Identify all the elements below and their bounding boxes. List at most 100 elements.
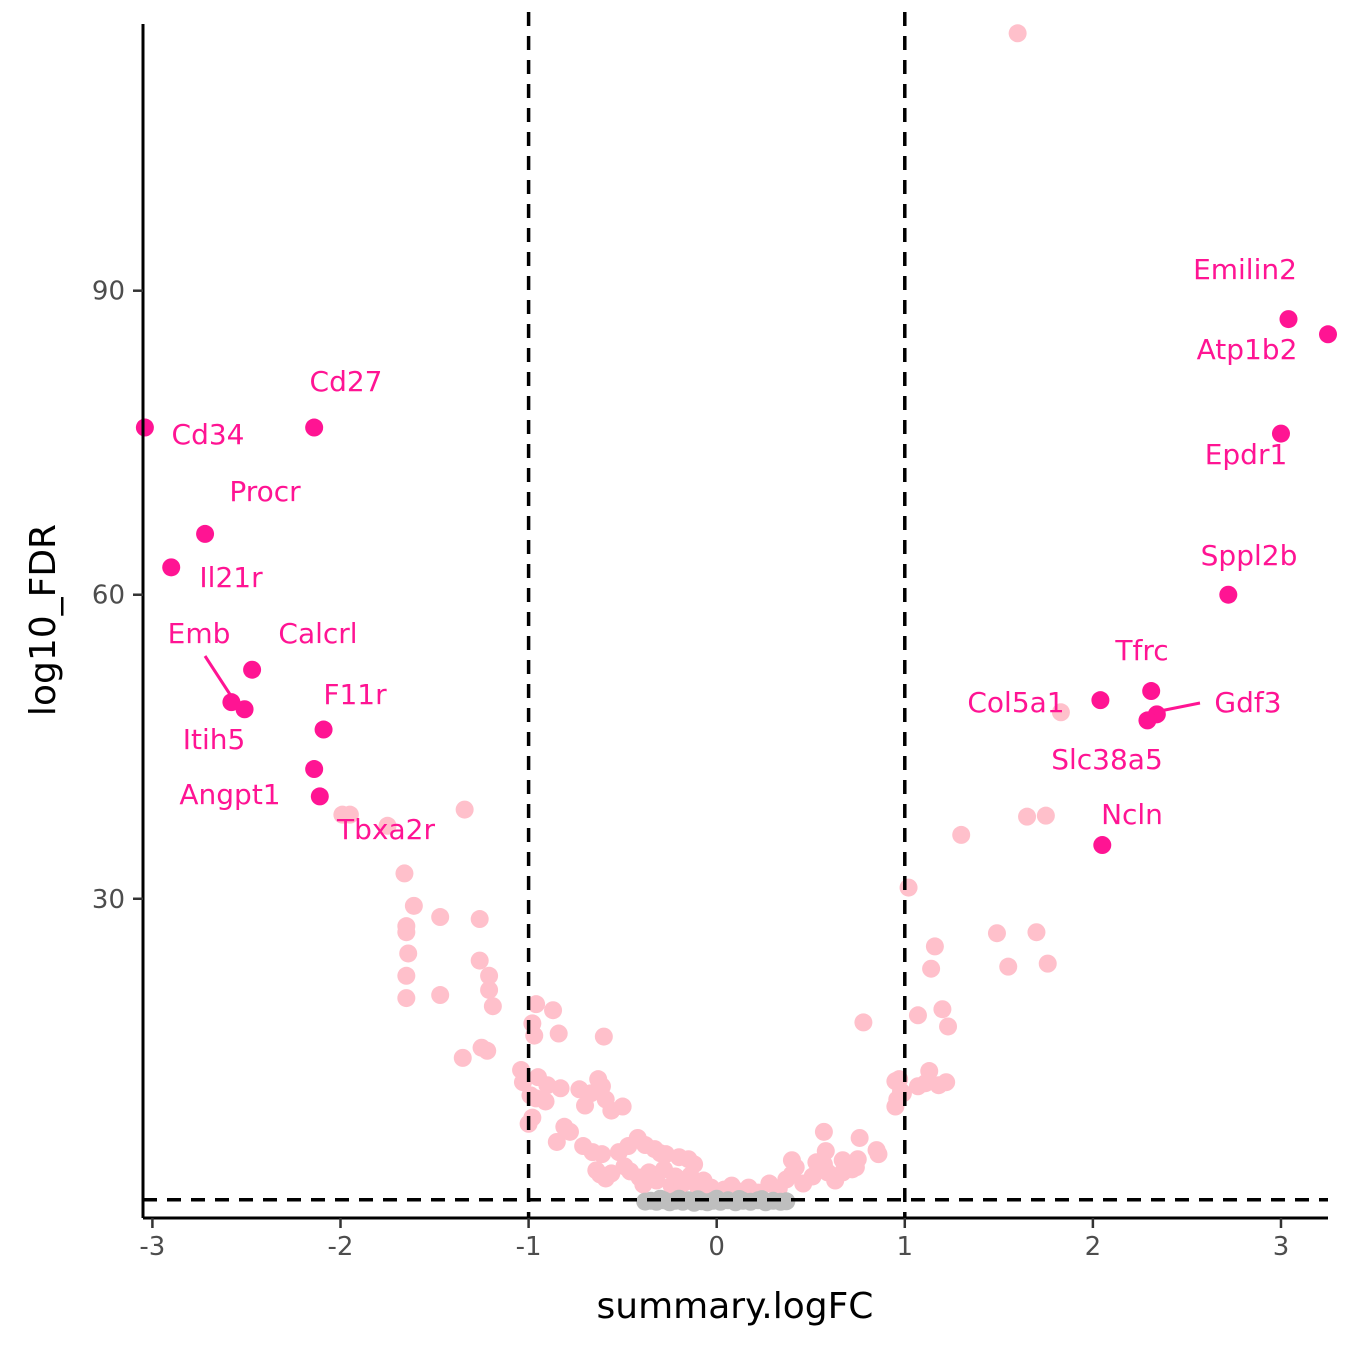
significant-point [453, 1048, 472, 1067]
significant-point [908, 1006, 927, 1025]
gene-label: Col5a1 [967, 686, 1064, 719]
significant-point [551, 1079, 570, 1098]
gene-labels: Cd34 Cd27 Procr Il21r Calcrl Emb Itih5 F11r Angp… [168, 253, 1298, 846]
significant-point [833, 1151, 852, 1170]
y-tick-label: 60 [92, 581, 125, 611]
threshold-lines [143, 12, 1328, 1218]
significant-point [850, 1128, 869, 1147]
significant-point [480, 980, 499, 999]
labeled-point [1091, 691, 1110, 710]
significant-point [397, 989, 416, 1008]
significant-point [395, 864, 414, 883]
gene-label: Itih5 [183, 723, 246, 756]
x-tick-label: 1 [897, 1232, 914, 1262]
significant-point [397, 923, 416, 942]
gene-label: Calcrl [278, 617, 357, 650]
significant-point [1038, 954, 1057, 973]
gene-label: Sppl2b [1201, 539, 1298, 572]
significant-point [470, 910, 489, 929]
x-tick-label: -1 [516, 1232, 542, 1262]
labeled-point [196, 524, 215, 543]
significant-point [920, 1062, 939, 1081]
y-tick-label: 90 [92, 277, 125, 307]
nonsignificant-point [730, 1189, 749, 1208]
labeled-point [1093, 836, 1112, 855]
significant-point [952, 825, 971, 844]
gene-label: Atp1b2 [1197, 333, 1298, 366]
significant-point [547, 1132, 566, 1151]
significant-point [470, 951, 489, 970]
nonsignificant-point [707, 1189, 726, 1208]
labeled-points-layer [135, 310, 1337, 855]
labeled-point [310, 787, 329, 806]
significant-point [937, 1073, 956, 1092]
significant-point [523, 1108, 542, 1127]
labeled-point [235, 700, 254, 719]
significant-point [922, 959, 941, 978]
labeled-point [1279, 310, 1298, 329]
labeled-point [1138, 711, 1157, 730]
gene-label: Cd34 [172, 418, 245, 451]
significant-point [549, 1024, 568, 1043]
x-tick-label: 0 [708, 1232, 725, 1262]
significant-point [478, 1041, 497, 1060]
significant-point [1008, 24, 1027, 43]
nonsignificant-point [636, 1192, 655, 1211]
significant-point [1018, 807, 1037, 826]
significant-point [560, 1122, 579, 1141]
significant-point [404, 896, 423, 915]
axes: -3 -2 -1 0 1 2 3 30 60 90 [92, 24, 1328, 1262]
x-tick-label: 2 [1085, 1232, 1102, 1262]
significant-point [536, 1092, 555, 1111]
significant-point [455, 800, 474, 819]
significant-point [483, 997, 502, 1016]
gene-label: Epdr1 [1205, 438, 1288, 471]
y-tick-label: 30 [92, 885, 125, 915]
gene-label: Ncln [1101, 798, 1163, 831]
labeled-point [222, 693, 241, 712]
significant-point [397, 966, 416, 985]
significant-point [933, 1000, 952, 1019]
significant-point [592, 1145, 611, 1164]
gene-label: Tfrc [1114, 634, 1168, 667]
significant-point [869, 1145, 888, 1164]
x-tick-label: 3 [1273, 1232, 1290, 1262]
y-axis-title: log10_FDR [23, 524, 64, 716]
nonsignificant-point [777, 1192, 796, 1211]
nonsignificant-point [752, 1190, 771, 1209]
significant-point [602, 1164, 621, 1183]
labeled-point [1319, 325, 1337, 344]
significant-point [1027, 923, 1046, 942]
x-tick-label: -3 [139, 1232, 165, 1262]
gene-label: Slc38a5 [1051, 743, 1163, 776]
significant-point [899, 878, 918, 897]
label-leader-line [203, 655, 235, 700]
significant-point [854, 1013, 873, 1032]
gene-label: Il21r [199, 561, 263, 594]
gene-label: Procr [229, 475, 301, 508]
significant-point [431, 986, 450, 1005]
significant-point [925, 937, 944, 956]
gene-label: Cd27 [310, 365, 383, 398]
significant-point [378, 816, 397, 835]
significant-point [613, 1097, 632, 1116]
gene-label: Emilin2 [1193, 253, 1297, 286]
significant-points-layer [333, 24, 1070, 1202]
labeled-point [305, 418, 324, 437]
significant-point [340, 805, 359, 824]
significant-point [987, 924, 1006, 943]
significant-point [782, 1151, 801, 1170]
gene-label: F11r [323, 678, 387, 711]
significant-point [893, 1084, 912, 1103]
gene-label: Angpt1 [179, 778, 280, 811]
labeled-point [243, 660, 262, 679]
labeled-point [135, 418, 154, 437]
significant-point [1051, 703, 1070, 722]
significant-point [431, 908, 450, 927]
nonsignificant-points-layer [636, 1189, 796, 1212]
significant-point [594, 1027, 613, 1046]
labeled-point [314, 720, 333, 739]
label-leader-line [1159, 701, 1201, 713]
labeled-point [162, 558, 181, 577]
